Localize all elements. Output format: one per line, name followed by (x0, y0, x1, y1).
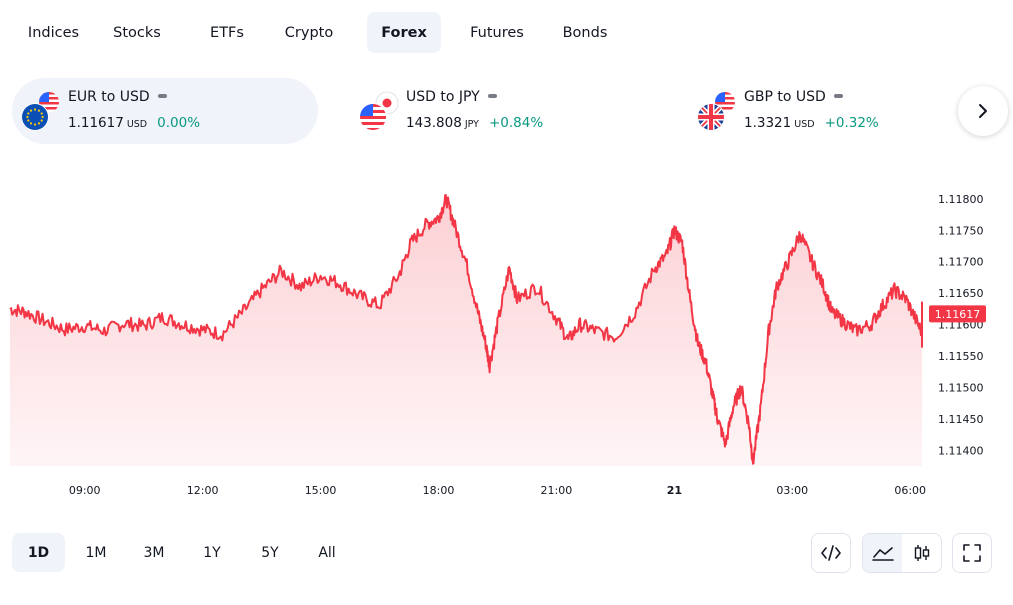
price-area (10, 195, 922, 466)
chevron-right-icon (979, 104, 987, 118)
y-tick-label: 1.11550 (938, 350, 984, 363)
x-axis: 09:00 12:00 15:00 18:00 21:00 21 03:00 06:00 (69, 484, 926, 497)
symbol-change: +0.84% (488, 115, 544, 131)
x-tick-label: 21 (667, 484, 682, 497)
tab-stocks[interactable]: Stocks (113, 24, 161, 41)
y-tick-label: 1.11650 (938, 287, 984, 300)
y-tick-label: 1.11800 (938, 193, 984, 206)
x-tick-label: 09:00 (69, 484, 101, 497)
x-tick-label: 15:00 (305, 484, 337, 497)
code-icon (821, 545, 841, 561)
x-tick-label: 03:00 (776, 484, 808, 497)
range-1m[interactable]: 1M (85, 544, 107, 561)
x-tick-label: 06:00 (894, 484, 926, 497)
symbol-price: 143.808 JPY +0.84% (406, 115, 544, 131)
y-axis: 1.118001.117501.117001.116501.116001.115… (938, 193, 984, 457)
symbol-currency: USD (126, 119, 148, 130)
symbol-currency: JPY (464, 119, 479, 130)
y-tick-label: 1.11750 (938, 224, 984, 237)
y-tick-label: 1.11700 (938, 256, 984, 269)
dash-icon (157, 94, 167, 98)
fullscreen-button[interactable] (952, 533, 992, 573)
fullscreen-icon (963, 544, 981, 562)
chart-style-toggle (862, 533, 942, 573)
price-line (9, 194, 923, 465)
last-price-badge (929, 305, 986, 323)
symbol-change: +0.32% (824, 115, 879, 131)
range-all[interactable]: All (318, 544, 336, 561)
range-selector: 1D 1M 3M 1Y 5Y All (12, 533, 355, 572)
symbol-currency: USD (794, 119, 815, 130)
symbol-change: 0.00% (157, 115, 201, 131)
symbol-name: USD to JPY (406, 89, 497, 105)
range-1y[interactable]: 1Y (203, 544, 221, 561)
area-chart-icon (871, 547, 894, 561)
embed-code-button[interactable] (811, 533, 851, 573)
symbol-price: 1.11617 USD 0.00% (68, 115, 201, 131)
y-tick-label: 1.11400 (938, 444, 984, 457)
last-price-label: 1.11617 (935, 308, 981, 321)
x-tick-label: 21:00 (541, 484, 573, 497)
last-price-marker: 1.11617 (929, 305, 986, 323)
eu-us-flag-icon (22, 92, 59, 131)
y-tick-label: 1.11450 (938, 413, 984, 426)
tab-bonds[interactable]: Bonds (562, 24, 608, 41)
dash-icon (487, 94, 497, 98)
tab-futures[interactable]: Futures (470, 24, 524, 41)
y-tick-label: 1.11500 (938, 381, 984, 394)
range-5y[interactable]: 5Y (261, 544, 279, 561)
symbol-card-usdjpy[interactable]: USD to JPY 143.808 JPY +0.84% (352, 78, 652, 144)
uk-us-flag-icon (698, 92, 735, 131)
tab-forex[interactable]: Forex (367, 12, 441, 53)
next-symbols-button[interactable] (958, 86, 1008, 136)
price-chart[interactable]: 1.118001.117501.117001.116501.116001.115… (0, 150, 1013, 515)
symbol-name: EUR to USD (68, 89, 167, 105)
market-tabs: Indices Stocks ETFs Crypto Forex Futures… (12, 12, 629, 53)
tab-crypto[interactable]: Crypto (284, 24, 334, 41)
symbol-name: GBP to USD (744, 89, 843, 105)
x-tick-label: 12:00 (187, 484, 219, 497)
symbol-card-eurusd[interactable]: EUR to USD 1.11617 USD 0.00% (12, 78, 318, 144)
x-tick-label: 18:00 (423, 484, 455, 497)
dash-icon (833, 94, 843, 98)
range-3m[interactable]: 3M (143, 544, 165, 561)
symbol-price: 1.3321 USD +0.32% (744, 115, 879, 131)
tab-indices[interactable]: Indices (27, 24, 80, 41)
area-chart-button[interactable] (863, 534, 902, 572)
symbol-card-gbpusd[interactable]: GBP to USD 1.3321 USD +0.32% (690, 78, 950, 144)
candlestick-icon (914, 545, 929, 561)
range-1d[interactable]: 1D (12, 533, 65, 572)
us-jp-flag-icon (360, 91, 399, 131)
candles-chart-button[interactable] (902, 534, 941, 572)
tab-etfs[interactable]: ETFs (210, 24, 244, 41)
